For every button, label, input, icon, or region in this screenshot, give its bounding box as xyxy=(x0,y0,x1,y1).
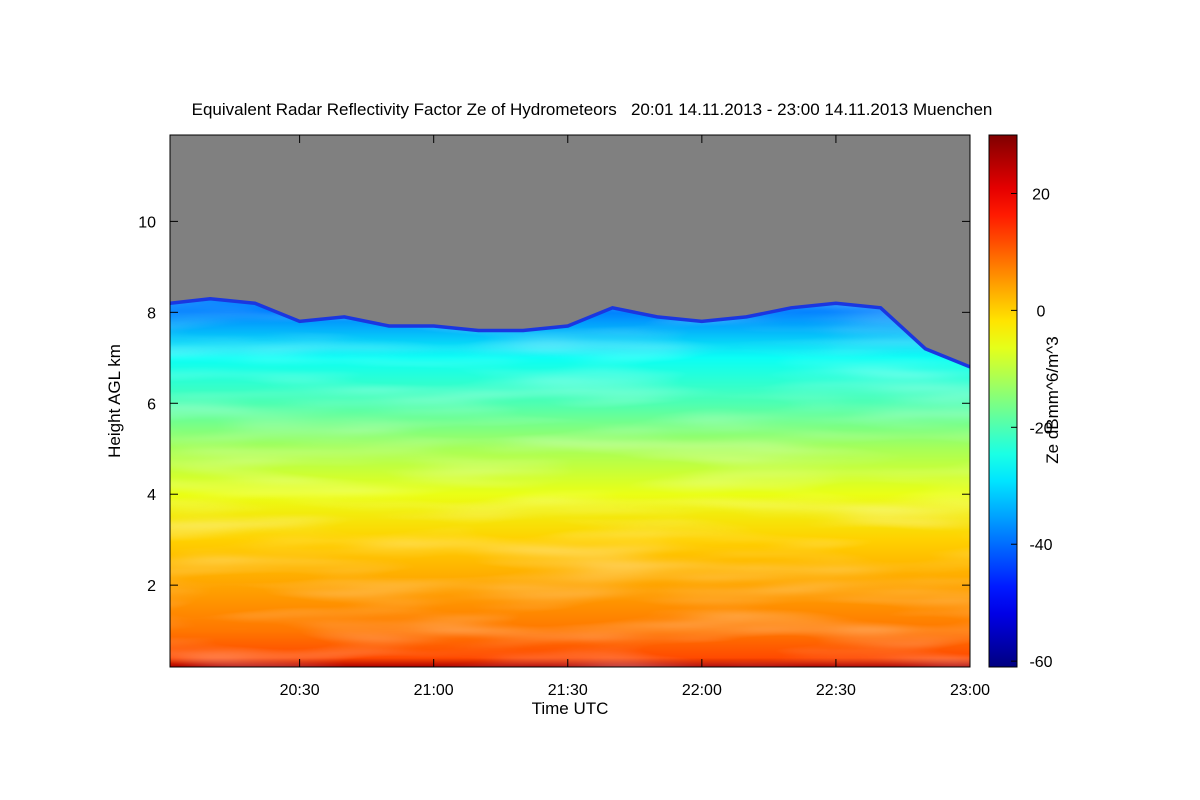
x-tick-label: 21:30 xyxy=(548,682,588,699)
colorbar-tick-label: 0 xyxy=(1037,303,1046,320)
y-axis-label: Height AGL km xyxy=(105,344,124,458)
colorbar-ticks: 20 0 -20 -40 -60 xyxy=(1011,186,1053,671)
x-tick-label: 22:30 xyxy=(816,682,856,699)
colorbar-tick-label: -60 xyxy=(1029,654,1052,671)
x-tick-label: 22:00 xyxy=(682,682,722,699)
colorbar-tick-label: -20 xyxy=(1029,420,1052,437)
plot-frame xyxy=(169,134,971,668)
colorbar-tick-label: -40 xyxy=(1029,537,1052,554)
y-tick-label: 4 xyxy=(147,487,156,504)
x-axis: 20:30 21:00 21:30 22:00 22:30 23:00 xyxy=(280,135,990,699)
echo-texture xyxy=(170,298,970,667)
colorbar: 20 0 -20 -40 -60 Ze dBmm^6/m^3 xyxy=(988,134,1062,671)
y-tick-label: 8 xyxy=(147,305,156,322)
y-tick-label: 2 xyxy=(147,578,156,595)
x-axis-label: Time UTC xyxy=(532,699,609,718)
x-tick-label: 23:00 xyxy=(950,682,990,699)
x-tick-label: 20:30 xyxy=(280,682,320,699)
chart-title: Equivalent Radar Reflectivity Factor Ze … xyxy=(192,100,993,119)
y-tick-label: 6 xyxy=(147,396,156,413)
echo-top-line xyxy=(170,296,970,369)
y-axis: 2 4 6 8 10 xyxy=(138,214,970,595)
plot-area xyxy=(170,135,970,667)
x-tick-label: 21:00 xyxy=(414,682,454,699)
colorbar-tick-label: 20 xyxy=(1032,186,1050,203)
y-tick-label: 10 xyxy=(138,214,156,231)
colorbar-label: Ze dBmm^6/m^3 xyxy=(1043,336,1062,463)
colorbar-gradient xyxy=(988,134,1018,668)
